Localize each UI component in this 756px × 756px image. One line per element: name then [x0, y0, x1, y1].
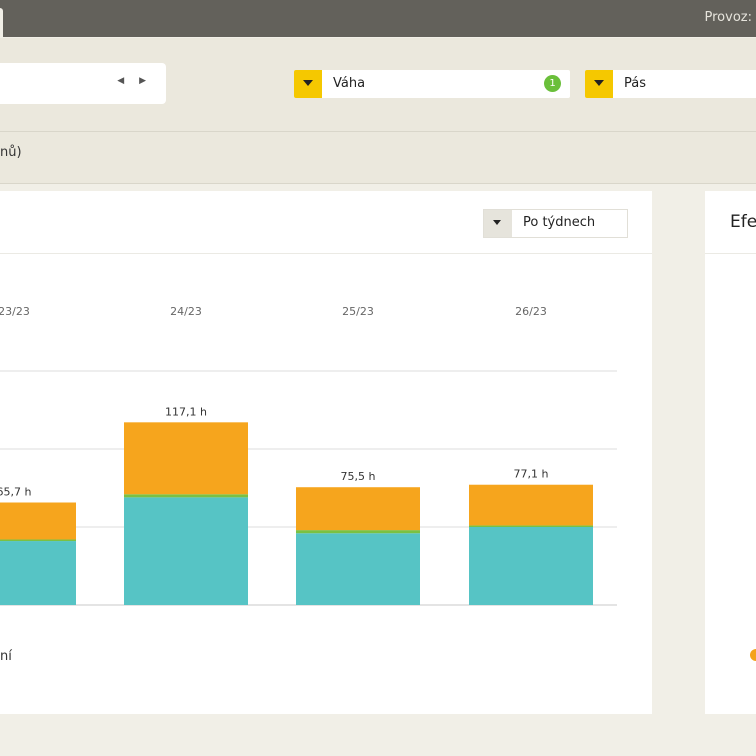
weight-dropdown-label: Váha — [333, 76, 366, 91]
x-tick-label: 26/23 — [515, 305, 547, 318]
bar-segment-2[interactable] — [124, 422, 248, 495]
bar-segment-1[interactable] — [296, 530, 420, 534]
sub-header-text: nů) — [0, 145, 22, 160]
efficiency-panel: Efe — [705, 191, 756, 714]
bar-segment-1[interactable] — [0, 539, 76, 542]
belt-dropdown[interactable]: Pás — [585, 70, 756, 98]
x-tick-label: 24/23 — [170, 305, 202, 318]
x-tick-label: 25/23 — [342, 305, 374, 318]
panel-divider — [705, 253, 756, 254]
bar-segment-0[interactable] — [469, 527, 593, 605]
bar-segment-1[interactable] — [124, 494, 248, 498]
grouping-select-label: Po týdnech — [523, 215, 596, 230]
legend-item[interactable]: ní — [0, 649, 12, 664]
grouping-select[interactable]: Po týdnech — [483, 209, 628, 238]
panel-divider — [0, 253, 652, 254]
bar-total-label: 77,1 h — [514, 468, 549, 481]
provoz-label[interactable]: Provoz: — [704, 10, 752, 25]
sub-header: nů) — [0, 132, 756, 184]
filter-bar: ◀ ▶ Váha 1 Pás — [0, 38, 756, 132]
bar-segment-0[interactable] — [296, 533, 420, 605]
chevron-down-icon[interactable] — [294, 70, 322, 98]
weight-dropdown[interactable]: Váha 1 — [294, 70, 570, 98]
bar-total-label: 117,1 h — [165, 405, 207, 418]
bar-segment-2[interactable] — [296, 487, 420, 531]
chevron-down-icon[interactable] — [484, 210, 512, 237]
bar-segment-0[interactable] — [124, 497, 248, 605]
bar-segment-2[interactable] — [469, 484, 593, 526]
date-range-picker[interactable]: ◀ ▶ — [0, 63, 166, 104]
bar-total-label: 65,7 h — [0, 486, 32, 499]
legend-dot-icon — [750, 649, 756, 661]
chart-panel: Po týdnech — [0, 191, 652, 714]
bar-total-label: 75,5 h — [341, 470, 376, 483]
active-tab-edge[interactable] — [0, 8, 3, 37]
belt-dropdown-label: Pás — [624, 76, 646, 91]
date-nav-arrows-icon[interactable]: ◀ ▶ — [117, 76, 152, 86]
chevron-down-icon[interactable] — [585, 70, 613, 98]
bar-segment-0[interactable] — [0, 541, 76, 605]
x-tick-label: 23/23 — [0, 305, 30, 318]
efficiency-panel-title: Efe — [730, 212, 756, 232]
bar-segment-1[interactable] — [469, 525, 593, 527]
bar-segment-2[interactable] — [0, 502, 76, 540]
selected-count-badge: 1 — [544, 75, 561, 92]
top-bar: Provoz: — [0, 0, 756, 37]
